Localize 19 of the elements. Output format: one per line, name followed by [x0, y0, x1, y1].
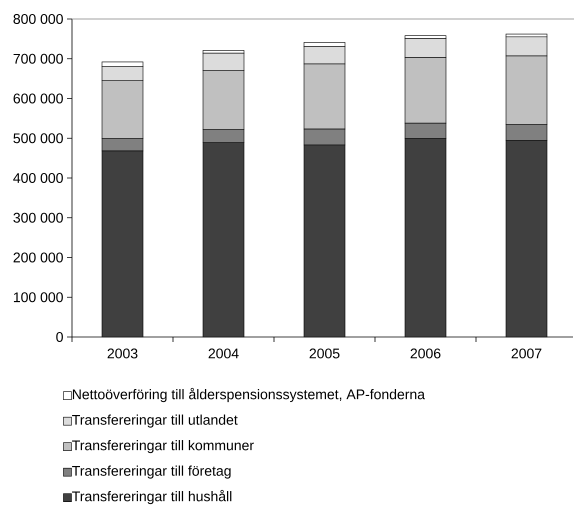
y-tick-label: 100 000	[14, 292, 63, 302]
legend-label: Transfereringar till utlandet	[72, 414, 238, 428]
x-tick-label: 2006	[410, 348, 440, 358]
y-tick-label: 400 000	[13, 173, 63, 183]
y-tick-label: 600 000	[14, 94, 63, 104]
y-tick-label: 0	[56, 332, 63, 342]
legend-label: Transfereringar till kommuner	[72, 440, 254, 454]
y-tick-label: 700 000	[14, 54, 63, 64]
x-tick-label: 2007	[512, 348, 542, 358]
legend-label: Transfereringar till företag	[72, 466, 231, 479]
x-tick-label: 2005	[310, 348, 340, 358]
y-tick-label: 500 000	[13, 133, 63, 144]
x-tick-label: 2003	[108, 348, 138, 358]
x-tick-label: 2004	[208, 348, 239, 358]
y-tick-label: 300 000	[13, 212, 63, 223]
legend-label: Transfereringar till hushåll	[72, 490, 232, 504]
legend-label: Nettoöverföring till ålderspensionssystemet, AP-fonderna	[72, 388, 425, 402]
y-tick-label: 800 000	[13, 14, 63, 24]
y-tick-label: 200 000	[14, 252, 63, 262]
